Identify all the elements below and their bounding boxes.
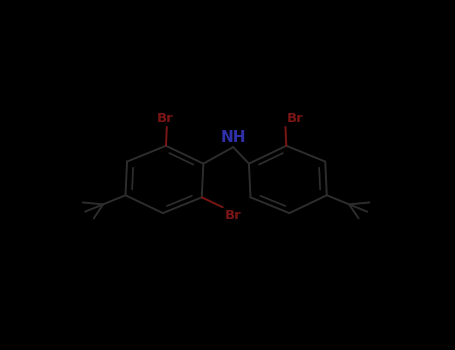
- Text: Br: Br: [224, 209, 241, 222]
- Text: Br: Br: [157, 112, 173, 125]
- Text: NH: NH: [220, 130, 246, 145]
- Text: Br: Br: [287, 112, 304, 125]
